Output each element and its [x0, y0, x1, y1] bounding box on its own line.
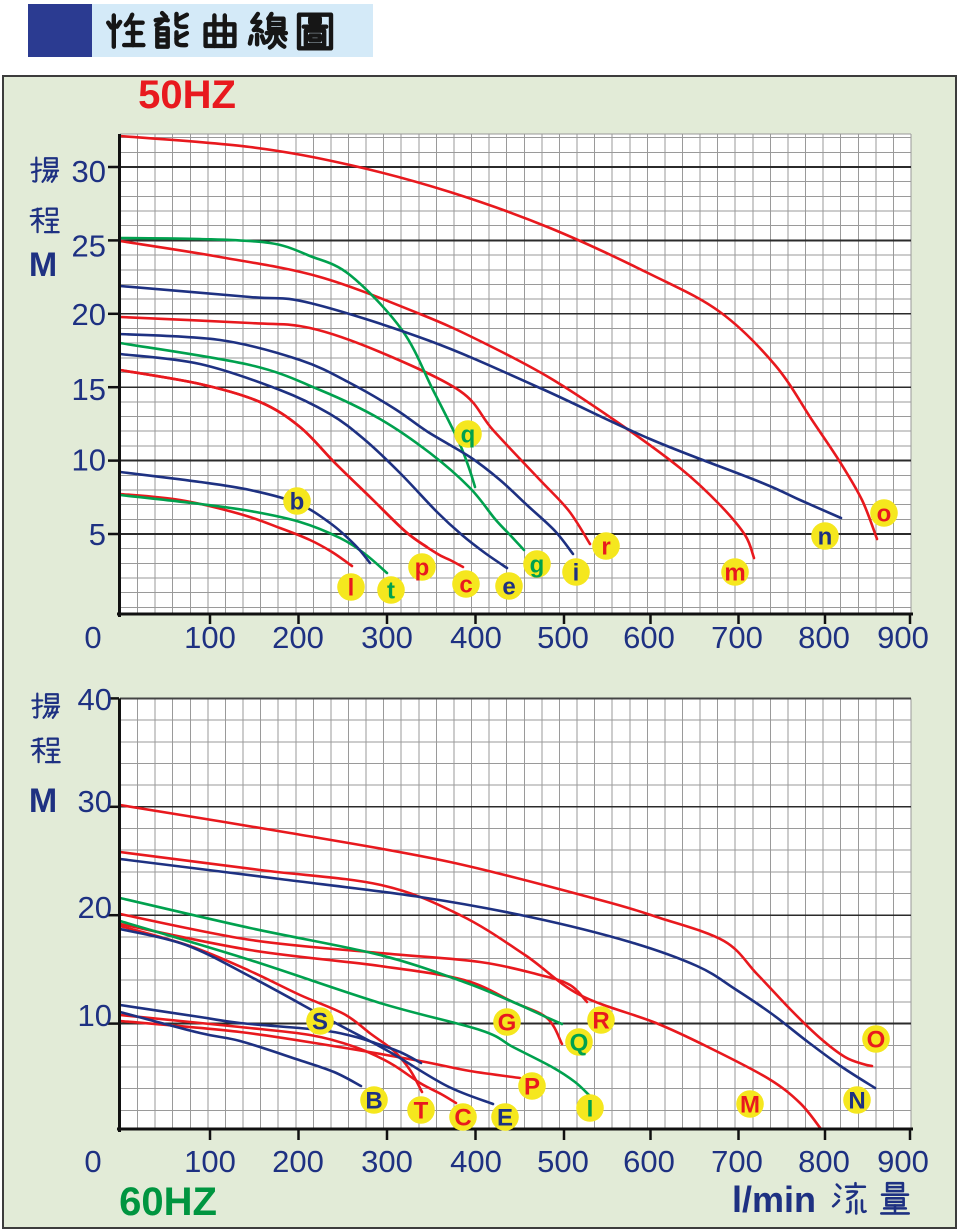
svg-text:e: e [502, 574, 515, 601]
svg-text:400: 400 [450, 620, 502, 655]
svg-text:i: i [573, 560, 580, 587]
svg-text:30: 30 [72, 154, 106, 189]
svg-text:40: 40 [78, 682, 112, 717]
svg-text:10: 10 [78, 998, 112, 1033]
svg-text:600: 600 [623, 1144, 675, 1179]
svg-text:c: c [459, 572, 472, 599]
svg-text:r: r [601, 534, 610, 561]
svg-text:C: C [454, 1105, 471, 1132]
svg-text:m: m [724, 560, 745, 587]
svg-text:O: O [867, 1027, 886, 1054]
svg-text:M: M [29, 782, 57, 820]
svg-text:l/min: l/min [732, 1179, 816, 1220]
svg-text:100: 100 [184, 620, 236, 655]
svg-text:200: 200 [272, 620, 324, 655]
svg-text:900: 900 [877, 1144, 929, 1179]
svg-text:20: 20 [78, 890, 112, 925]
svg-text:G: G [498, 1010, 517, 1037]
svg-text:B: B [365, 1088, 382, 1115]
svg-text:30: 30 [78, 784, 112, 819]
svg-text:I: I [587, 1096, 594, 1123]
svg-text:500: 500 [537, 620, 589, 655]
svg-text:l: l [348, 575, 355, 602]
svg-text:M: M [29, 246, 57, 284]
svg-text:q: q [461, 422, 476, 449]
svg-text:300: 300 [361, 620, 413, 655]
svg-text:E: E [497, 1105, 513, 1132]
svg-text:10: 10 [72, 443, 106, 478]
svg-text:700: 700 [711, 1144, 763, 1179]
svg-text:800: 800 [798, 620, 850, 655]
svg-text:600: 600 [623, 620, 675, 655]
svg-text:T: T [414, 1098, 429, 1125]
svg-text:N: N [848, 1088, 865, 1115]
svg-text:S: S [312, 1009, 328, 1036]
svg-text:25: 25 [72, 228, 106, 263]
svg-text:0: 0 [84, 620, 101, 655]
svg-text:15: 15 [72, 372, 106, 407]
svg-text:b: b [290, 489, 305, 516]
svg-text:300: 300 [361, 1144, 413, 1179]
svg-text:900: 900 [877, 620, 929, 655]
svg-text:Q: Q [570, 1030, 589, 1057]
svg-text:n: n [818, 524, 833, 551]
svg-text:60HZ: 60HZ [119, 1180, 217, 1224]
svg-text:5: 5 [89, 517, 106, 552]
svg-text:100: 100 [184, 1144, 236, 1179]
svg-text:o: o [877, 501, 892, 528]
svg-text:50HZ: 50HZ [138, 73, 236, 117]
svg-text:t: t [387, 578, 395, 605]
svg-text:g: g [530, 552, 545, 579]
svg-text:200: 200 [272, 1144, 324, 1179]
svg-text:P: P [524, 1074, 540, 1101]
svg-text:700: 700 [711, 620, 763, 655]
svg-text:500: 500 [537, 1144, 589, 1179]
svg-text:400: 400 [450, 1144, 502, 1179]
svg-text:R: R [592, 1008, 609, 1035]
svg-text:p: p [415, 555, 430, 582]
svg-text:20: 20 [72, 297, 106, 332]
svg-text:0: 0 [84, 1144, 101, 1179]
svg-text:800: 800 [798, 1144, 850, 1179]
svg-text:M: M [740, 1092, 760, 1119]
